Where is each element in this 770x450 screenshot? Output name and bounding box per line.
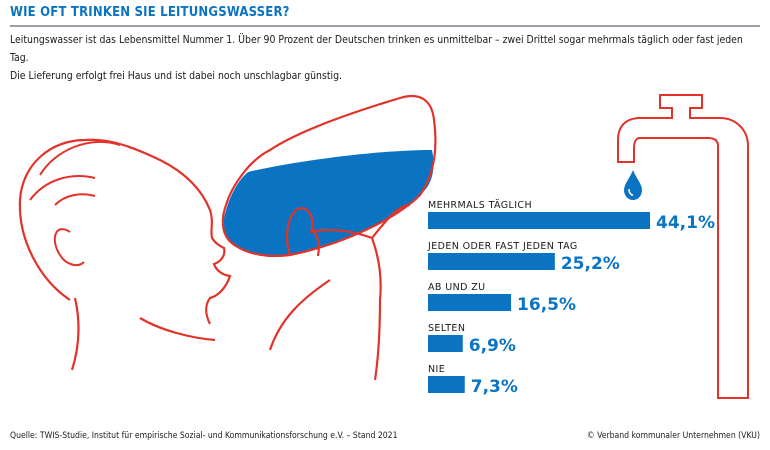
water-drop-icon — [624, 170, 642, 200]
person-ear-outline — [53, 228, 85, 267]
person-arm-outline — [268, 203, 411, 381]
chart-title: WIE OFT TRINKEN SIE LEITUNGSWASSER? — [10, 5, 290, 20]
source-note: Quelle: TWIS-Studie, Institut für empiri… — [10, 431, 398, 441]
category-label: MEHRMALS TÄGLICH — [428, 200, 532, 211]
bar — [428, 294, 512, 311]
value-label: 25,2% — [561, 254, 620, 274]
person-neck-outline — [70, 297, 216, 371]
value-label: 6,9% — [469, 336, 516, 356]
copyright-note: © Verband kommunaler Unternehmen (VKU) — [586, 431, 760, 441]
value-label: 44,1% — [656, 213, 715, 233]
person-head-outline — [18, 138, 232, 325]
intro-line-2: Die Lieferung erfolgt frei Haus und ist … — [10, 70, 343, 82]
intro-text: Leitungswasser ist das Lebensmittel Numm… — [10, 31, 760, 85]
bar — [428, 335, 463, 352]
value-label: 16,5% — [517, 295, 576, 315]
value-label: 7,3% — [471, 377, 518, 397]
category-label: NIE — [428, 364, 445, 375]
person-hair-outline — [29, 140, 121, 206]
category-label: SELTEN — [428, 323, 465, 334]
category-label: JEDEN ODER FAST JEDEN TAG — [427, 241, 578, 252]
bar — [428, 376, 465, 393]
water-drop-highlight — [628, 188, 634, 196]
category-label: AB UND ZU — [428, 282, 486, 293]
title-divider — [10, 25, 760, 27]
intro-line-1: Leitungswasser ist das Lebensmittel Numm… — [10, 34, 743, 64]
water-tap-outline — [617, 94, 749, 399]
bar — [428, 212, 650, 229]
bar — [428, 253, 555, 270]
glass-water-fill — [223, 150, 434, 256]
